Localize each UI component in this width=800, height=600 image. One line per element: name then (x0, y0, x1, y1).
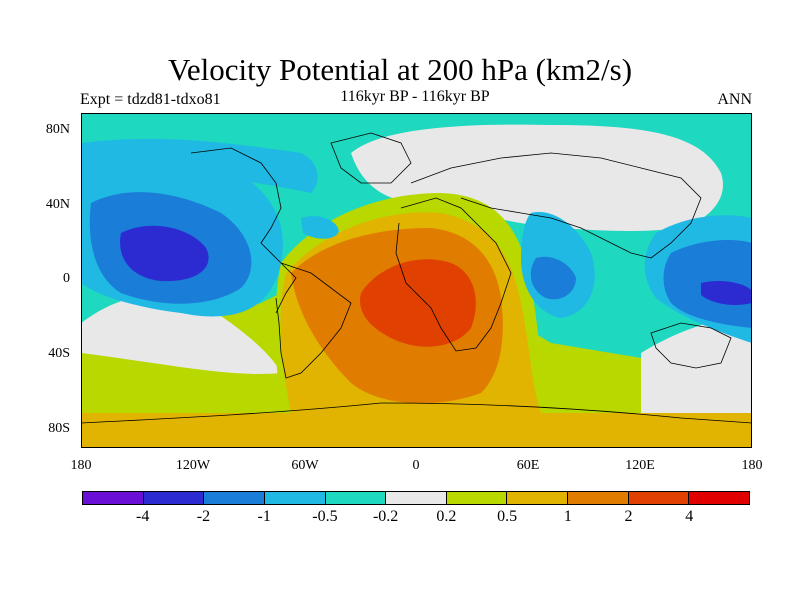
colorbar-segment (568, 492, 629, 504)
colorbar-label: -1 (257, 508, 271, 525)
colorbar-label: -4 (136, 508, 150, 525)
contour-grey-sindian (641, 313, 752, 413)
colorbar-segment (143, 492, 205, 504)
colorbar-segment (507, 492, 569, 504)
contour-0p5-south (81, 413, 752, 448)
chart-title: Velocity Potential at 200 hPa (km2/s) (167, 52, 633, 87)
y-tick-label: 40S (48, 346, 70, 361)
velocity-potential-map (81, 113, 752, 448)
colorbar-segment (204, 492, 265, 504)
colorbar-label: -0.2 (372, 508, 399, 525)
x-tick-label: 60E (516, 458, 540, 473)
contour-neg0p5-atlantic (301, 216, 339, 239)
x-tick-label: 120W (175, 458, 211, 473)
experiment-label: Expt = tdzd81-tdxo81 (80, 91, 221, 108)
colorbar-label: 1 (563, 508, 572, 525)
x-tick-label: 0 (412, 458, 420, 473)
contour-neg2-wpacific (701, 280, 752, 306)
x-tick-label: 180 (70, 458, 92, 473)
coast-australia (650, 322, 732, 369)
colorbar-label: 0.5 (497, 508, 518, 525)
colorbar-segment (689, 492, 750, 504)
map-frame (81, 113, 752, 448)
map-svg (81, 113, 752, 448)
colorbar (82, 491, 750, 505)
colorbar-label: 2 (624, 508, 633, 525)
colorbar-segment (628, 492, 690, 504)
colorbar-segment (325, 492, 387, 504)
y-tick-label: 80S (48, 421, 70, 436)
colorbar-label: 4 (685, 508, 694, 525)
coast-north-america (190, 147, 297, 314)
period-label: 116kyr BP - 116kyr BP (340, 88, 490, 105)
coast-africa (395, 197, 512, 352)
y-tick-label: 40N (45, 197, 70, 212)
coast-south-america (275, 262, 352, 379)
contour-neg2-npacific (120, 225, 209, 282)
coast-eurasia (410, 152, 702, 259)
colorbar-label: 0.2 (436, 508, 457, 525)
coastlines (81, 132, 752, 424)
contour-neg1-indian (530, 256, 576, 300)
colorbar-segment (386, 492, 447, 504)
colorbar-label: -0.5 (312, 508, 338, 525)
y-tick-label: 80N (45, 122, 70, 137)
colorbar-segment (83, 492, 144, 504)
contour-2 (360, 259, 476, 347)
y-tick-label: 0 (63, 271, 70, 286)
coast-greenland (330, 132, 412, 184)
x-tick-label: 180 (741, 458, 763, 473)
colorbar-label: -2 (196, 508, 211, 525)
x-tick-label: 120E (625, 458, 655, 473)
contour-neg0p5-arctic (81, 138, 318, 193)
colorbar-segment (446, 492, 508, 504)
contour-grey-spacific (81, 294, 281, 374)
season-label: ANN (717, 91, 752, 108)
x-tick-label: 60W (291, 458, 319, 473)
colorbar-segment (264, 492, 326, 504)
coast-antarctica (81, 402, 752, 424)
